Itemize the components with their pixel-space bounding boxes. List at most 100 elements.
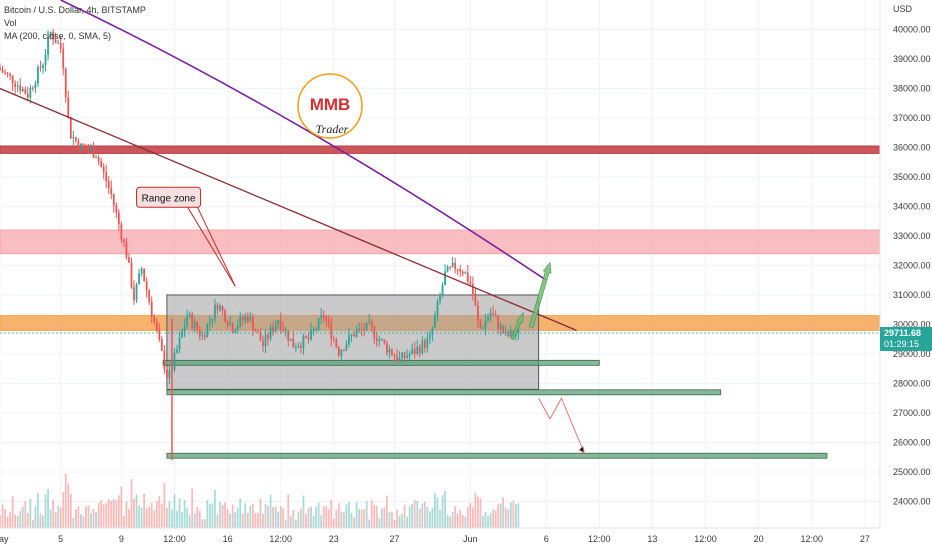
candle-body — [431, 327, 434, 335]
volume-bar — [396, 509, 398, 528]
candle-body — [117, 212, 120, 225]
volume-bar — [423, 501, 426, 528]
volume-bar — [143, 493, 146, 528]
candle-body — [411, 348, 414, 354]
candle-body — [97, 157, 100, 162]
support-line — [162, 359, 600, 366]
breakdown-projection — [538, 397, 585, 453]
candle-body — [221, 306, 224, 311]
volume-bar — [69, 493, 72, 528]
candle-body — [1, 69, 4, 73]
candle-body — [514, 333, 517, 337]
volume-bar — [249, 505, 252, 528]
candle-body — [378, 339, 381, 341]
candle-body — [19, 85, 22, 92]
volume-bar — [466, 507, 469, 528]
candle-body — [67, 97, 70, 117]
candle-body — [504, 331, 507, 334]
volume-bar — [244, 503, 247, 528]
candle-body — [37, 67, 39, 84]
candle-body — [456, 269, 459, 271]
candle-body — [21, 88, 24, 92]
y-tick-label: 32000.00 — [893, 260, 931, 270]
candle-body — [49, 31, 52, 37]
volume-bar — [487, 515, 489, 528]
candlestick-series — [0, 28, 520, 461]
range-box — [166, 294, 540, 390]
volume-bar — [358, 508, 360, 528]
candle-body — [155, 322, 158, 331]
x-tick-label: 13 — [647, 534, 657, 544]
volume-bar — [315, 506, 317, 528]
volume-bar — [507, 509, 510, 528]
candle-body — [289, 338, 292, 341]
candle-body — [317, 317, 320, 329]
legend-ma[interactable]: MA (200, close, 0, SMA, 5) — [4, 31, 112, 41]
volume-bar — [160, 503, 163, 528]
candle-body — [274, 324, 277, 332]
volume-bar — [353, 517, 355, 528]
candle-body — [446, 266, 449, 272]
candle-body — [31, 87, 34, 89]
candle-body — [9, 73, 11, 76]
candle-body — [150, 302, 153, 317]
candle-body — [426, 337, 429, 348]
volume-bar — [59, 507, 62, 528]
candle-body — [16, 85, 19, 87]
volume-bar — [168, 501, 171, 528]
volume-bar — [191, 488, 194, 528]
candle-body — [429, 334, 431, 338]
callout-pointer — [196, 205, 236, 287]
volume-bar — [274, 506, 277, 528]
volume-bar — [464, 516, 467, 528]
candle-body — [310, 329, 312, 340]
price-axis[interactable]: USD 24000.00 25000.00 26000.00 27000.00 2800… — [879, 0, 932, 550]
volume-bar — [239, 498, 242, 528]
volume-bar — [155, 501, 158, 528]
candle-body — [466, 272, 469, 282]
volume-bar — [497, 503, 500, 528]
volume-bar — [365, 501, 368, 528]
volume-bar — [386, 495, 388, 528]
legend-vol[interactable]: Vol — [4, 18, 17, 28]
legend-symbol[interactable]: Bitcoin / U.S. Dollar, 4h, BITSTAMP — [4, 5, 146, 15]
candle-body — [102, 166, 105, 173]
candle-body — [120, 224, 123, 240]
candle-body — [112, 194, 115, 206]
candle-body — [497, 316, 500, 329]
volume-bar — [42, 515, 44, 528]
candle-body — [355, 330, 358, 337]
volume-bar — [140, 507, 143, 528]
volume-bar — [434, 493, 436, 528]
volume-bar — [52, 499, 54, 528]
volume-bar — [0, 515, 1, 528]
volume-bar — [128, 508, 130, 528]
volume-bar — [14, 514, 17, 528]
candle-body — [145, 281, 148, 291]
volume-bar — [335, 509, 338, 528]
candle-body — [0, 67, 1, 70]
volume-bar — [416, 500, 419, 528]
volume-bar — [292, 509, 295, 528]
candle-body — [47, 36, 49, 55]
volume-bar — [512, 500, 515, 528]
x-tick-label: 27 — [860, 534, 870, 544]
volume-bar — [67, 483, 70, 528]
volume-bar — [479, 498, 482, 528]
candle-body — [441, 285, 444, 295]
volume-bar — [246, 512, 249, 528]
candle-body — [398, 357, 401, 361]
volume-bar — [287, 494, 290, 528]
volume-bar — [461, 515, 464, 528]
y-tick-label: 33000.00 — [893, 231, 931, 241]
y-tick-label: 35000.00 — [893, 172, 931, 182]
candle-body — [337, 346, 340, 356]
time-axis[interactable]: May 5 9 12:00 16 12:00 23 27 Jun 6 12:00 13 12:00 20 1… — [0, 527, 932, 550]
candle-body — [133, 287, 135, 301]
candle-body — [209, 320, 211, 324]
volume-bar — [198, 510, 201, 528]
volume-bar — [317, 502, 320, 528]
x-tick-label: 27 — [389, 534, 399, 544]
volume-bar — [19, 510, 22, 528]
